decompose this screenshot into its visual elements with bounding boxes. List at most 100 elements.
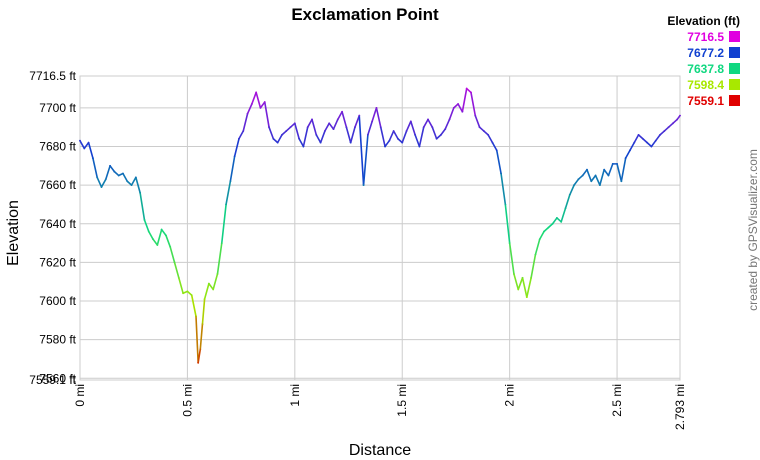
profile-point — [525, 296, 528, 299]
profile-point — [311, 118, 313, 121]
profile-point — [388, 139, 391, 142]
profile-segment — [672, 118, 679, 125]
profile-point — [302, 145, 305, 148]
profile-segment — [362, 134, 369, 186]
profile-point — [465, 87, 468, 90]
profile-segment — [448, 107, 455, 121]
profile-point — [276, 141, 279, 144]
profile-segment — [302, 126, 309, 148]
profile-point — [109, 164, 111, 167]
profile-point — [173, 261, 176, 264]
profile-point — [564, 207, 567, 210]
profile-point — [169, 246, 172, 248]
profile-point — [586, 168, 588, 171]
y-tick-label: 7559.1 ft — [29, 373, 76, 387]
profile-segment — [186, 290, 193, 297]
profile-segment — [659, 130, 666, 136]
profile-segment — [654, 134, 661, 142]
profile-segment — [444, 118, 451, 130]
profile-segment — [122, 172, 129, 183]
profile-segment — [139, 192, 146, 221]
profile-point — [201, 323, 204, 326]
y-tick-label: 7700 ft — [39, 101, 76, 115]
profile-segment — [504, 203, 511, 244]
profile-segment — [178, 277, 184, 295]
profile-point — [384, 145, 386, 148]
profile-segment — [513, 273, 520, 291]
profile-point — [547, 226, 550, 229]
profile-point — [229, 180, 232, 183]
profile-point — [679, 114, 681, 117]
profile-segment — [478, 126, 485, 132]
grid — [79, 75, 681, 381]
chart-title: Exclamation Point — [291, 5, 439, 24]
legend-entry-label: 7716.5 — [687, 30, 724, 44]
profile-segment — [594, 174, 601, 186]
profile-point — [491, 141, 494, 144]
profile-segment — [521, 277, 528, 298]
profile-segment — [586, 168, 593, 183]
profile-point — [281, 134, 283, 136]
profile-point — [521, 276, 524, 279]
legend-swatch — [729, 95, 740, 106]
profile-point — [263, 101, 266, 103]
profile-segment — [603, 168, 610, 177]
profile-segment — [431, 126, 438, 140]
profile-point — [293, 122, 296, 125]
profile-point — [676, 118, 679, 121]
profile-point — [91, 157, 94, 159]
profile-segment — [289, 122, 296, 128]
x-tick-label: 0.5 mi — [180, 384, 194, 417]
profile-segment — [324, 122, 330, 132]
profile-segment — [607, 163, 614, 177]
profile-point — [581, 174, 584, 177]
profile-segment — [599, 168, 605, 186]
profile-point — [100, 186, 103, 188]
profile-point — [457, 103, 459, 105]
x-tick-label: 2.5 mi — [610, 384, 624, 417]
profile-point — [650, 145, 653, 148]
profile-point — [306, 126, 309, 129]
profile-point — [122, 172, 124, 175]
profile-point — [573, 184, 575, 187]
profile-point — [504, 203, 507, 206]
profile-segment — [637, 134, 644, 140]
profile-segment — [564, 193, 571, 210]
profile-segment — [208, 282, 214, 291]
profile-segment — [285, 126, 292, 132]
profile-point — [611, 162, 614, 165]
profile-point — [616, 162, 618, 165]
profile-point — [366, 134, 369, 136]
profile-segment — [225, 180, 232, 206]
profile-point — [156, 244, 159, 246]
profile-segment — [530, 253, 537, 279]
profile-segment — [560, 207, 567, 223]
profile-segment — [173, 261, 180, 279]
profile-point — [87, 141, 90, 144]
profile-point — [633, 141, 636, 144]
profile-point — [422, 126, 425, 129]
profile-segment — [663, 126, 670, 132]
profile-segment — [246, 103, 253, 115]
profile-segment — [405, 120, 412, 132]
profile-segment — [401, 130, 408, 144]
profile-point — [397, 137, 399, 140]
legend-entry-label: 7559.1 — [687, 94, 724, 108]
y-tick-label: 7716.5 ft — [29, 69, 76, 83]
profile-segment — [556, 217, 563, 223]
profile-point — [641, 137, 644, 140]
profile-point — [139, 191, 142, 194]
profile-point — [285, 130, 288, 132]
profile-point — [358, 114, 361, 117]
profile-segment — [633, 134, 640, 144]
profile-point — [182, 292, 185, 295]
profile-point — [250, 103, 253, 105]
profile-point — [530, 276, 533, 279]
y-tick-label: 7560 ft — [39, 371, 76, 385]
profile-point — [375, 106, 378, 109]
x-tick-label: 2.793 mi — [673, 384, 687, 430]
profile-segment — [152, 238, 159, 246]
profile-point — [440, 134, 442, 136]
profile-point — [268, 126, 270, 129]
profile-point — [349, 141, 352, 144]
